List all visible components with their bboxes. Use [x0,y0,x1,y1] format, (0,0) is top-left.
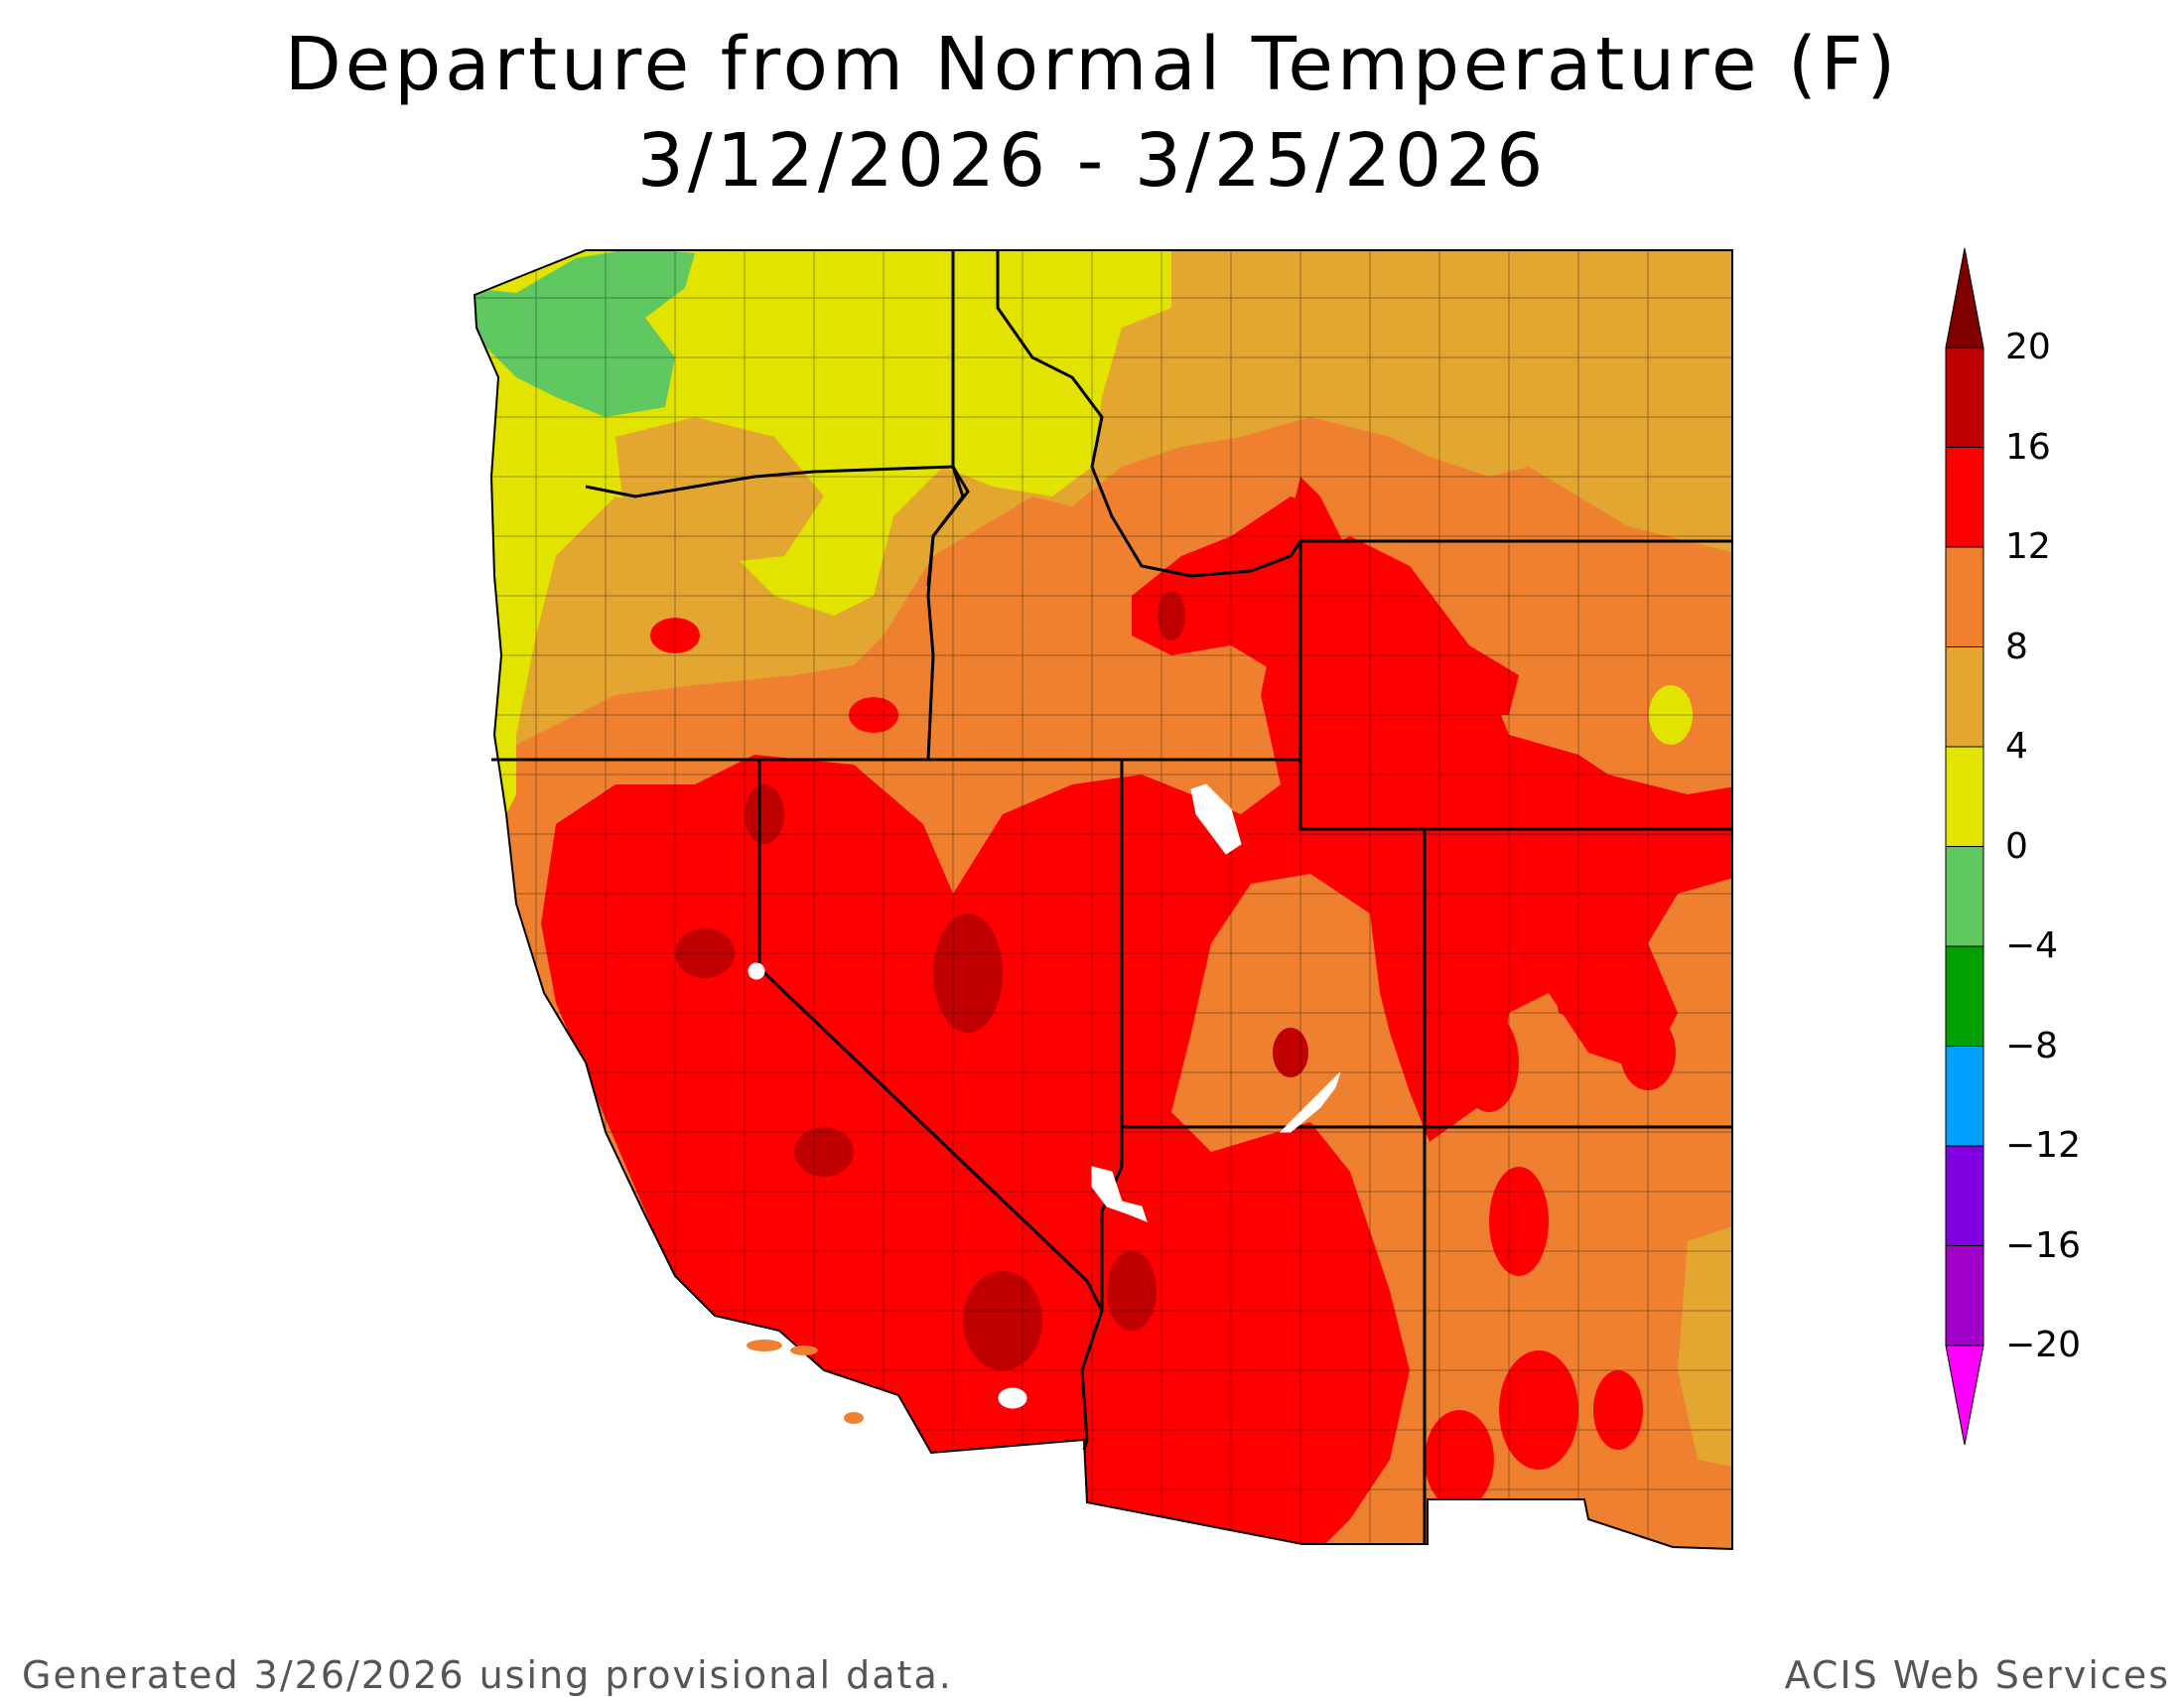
band-12-16-co2 [1549,933,1628,1033]
legend-swatch [1945,746,1984,847]
lakes [748,783,1341,1409]
band-16-20-id [1158,591,1185,640]
band-16-20-ca2 [794,1127,854,1177]
band-12-16-nm4 [1593,1370,1643,1450]
band-12-16-co [1519,814,1628,914]
legend-tick-label: −12 [2005,1125,2081,1166]
band-12-16-nm [1459,1013,1519,1112]
map-subtitle: 3/12/2026 - 3/25/2026 [636,118,1548,204]
temperature-field [475,250,1732,1549]
legend-colorbar [1945,247,1984,1446]
legend-tick-label: 4 [2005,726,2028,767]
legend-swatch [1945,945,1984,1047]
legend-tick-label: 16 [2005,426,2051,468]
band-4-8-southeast [1678,1221,1732,1470]
salton-sea [998,1387,1027,1409]
band-16-20-ca3 [963,1271,1042,1370]
legend-swatch [1945,846,1984,947]
band-12-16-or2 [849,697,898,733]
lake-mead [1091,1166,1148,1222]
legend-swatch [1945,347,1984,448]
legend-tick-label: −8 [2005,1025,2059,1066]
legend-tick-label: −16 [2005,1224,2081,1266]
legend-tick-label: 0 [2005,825,2028,867]
map-title: Departure from Normal Temperature (F) [284,22,1900,107]
legend-tick-label: −4 [2005,925,2059,966]
legend-swatch [1945,1344,1984,1446]
county-lines [475,250,1732,1549]
band-4-8-wa [615,417,824,566]
lake-powell [1279,1071,1341,1133]
band-12-16-co3 [1620,1015,1676,1090]
legend-tick-label: 20 [2005,327,2051,367]
footer-generated-note: Generated 3/26/2026 using provisional da… [22,1653,953,1697]
band-12-16-nm5 [1425,1410,1494,1509]
legend-swatch [1945,646,1984,748]
band-12-16-wy [1310,536,1519,715]
lake-tahoe [748,962,765,980]
great-salt-lake [1190,783,1242,855]
legend-swatch [1945,1245,1984,1346]
legend-tick-label: −20 [2005,1325,2081,1365]
band-12-16-or [650,618,700,653]
legend-tick-label: 8 [2005,626,2028,667]
legend-swatch [1945,1145,1984,1246]
id-mt-boundary [996,250,1302,578]
legend-swatch [1945,546,1984,647]
band-0-4-wy [1649,685,1693,745]
id-or-boundary [926,466,970,761]
band-12-16-nm3 [1499,1350,1578,1470]
footer-source: ACIS Web Services [1784,1653,2170,1697]
legend-swatch [1945,247,1984,349]
legend-swatch [1945,447,1984,548]
legend-tick-label: 12 [2005,526,2051,567]
band-12-16-southwest [541,477,1732,1549]
channel-islands [747,1340,864,1424]
legend-swatch [1945,1046,1984,1147]
band-16-20-ut [1273,1028,1308,1077]
nv-ut-az-boundary [1100,760,1124,1311]
band-neg4-0 [475,250,695,417]
band-16-20-nv [933,914,1003,1033]
band-16-20-nv2 [745,784,784,844]
band-12-16-nm2 [1489,1167,1549,1276]
band-16-20-ca [675,928,735,978]
band-16-20-az [1107,1251,1157,1331]
